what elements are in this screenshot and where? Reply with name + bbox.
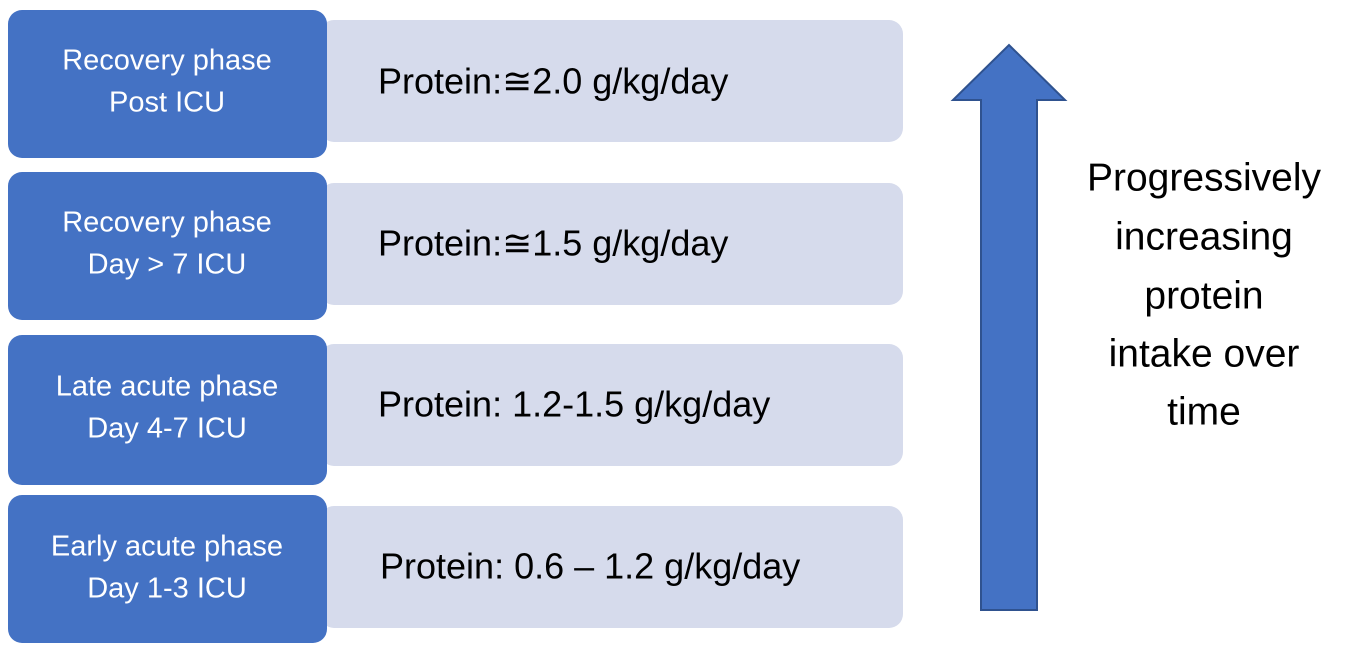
phase-label: Recovery phase xyxy=(62,45,272,77)
protein-box xyxy=(320,20,903,142)
phase-label: Late acute phase xyxy=(56,371,279,403)
protein-label: Protein:≅2.0 g/kg/day xyxy=(378,61,728,102)
protein-box xyxy=(320,183,903,305)
row: Recovery phase Post ICU Protein:≅2.0 g/k… xyxy=(8,10,903,158)
protein-label: Protein:≅1.5 g/kg/day xyxy=(378,223,728,264)
protein-box xyxy=(320,344,903,466)
arrow-label: protein xyxy=(1144,274,1263,317)
row: Late acute phase Day 4-7 ICU Protein: 1.… xyxy=(8,335,903,485)
phase-box xyxy=(8,495,327,643)
protein-label: Protein: 1.2-1.5 g/kg/day xyxy=(378,384,770,425)
arrow-label: time xyxy=(1167,390,1241,433)
arrow-label: increasing xyxy=(1115,215,1293,258)
phase-box xyxy=(8,10,327,158)
phase-label: Recovery phase xyxy=(62,207,272,239)
phase-label: Day 4-7 ICU xyxy=(87,413,247,445)
phase-label: Day > 7 ICU xyxy=(88,249,247,281)
protein-box xyxy=(320,506,903,628)
up-arrow xyxy=(950,43,1068,611)
phase-label: Early acute phase xyxy=(51,531,283,563)
row: Early acute phase Day 1-3 ICU Protein: 0… xyxy=(8,495,903,643)
phase-box xyxy=(8,172,327,320)
protein-label: Protein: 0.6 – 1.2 g/kg/day xyxy=(380,546,800,587)
arrow-label: Progressively xyxy=(1087,156,1322,199)
row: Recovery phase Day > 7 ICU Protein:≅1.5 … xyxy=(8,172,903,320)
phase-box xyxy=(8,335,327,485)
phase-label: Day 1-3 ICU xyxy=(87,573,247,605)
phase-label: Post ICU xyxy=(109,87,225,119)
arrow-label: intake over xyxy=(1109,332,1300,375)
